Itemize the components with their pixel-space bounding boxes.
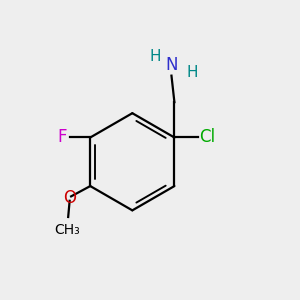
Text: N: N — [165, 56, 178, 74]
Text: CH₃: CH₃ — [54, 223, 80, 237]
Text: H: H — [186, 65, 198, 80]
Text: F: F — [57, 128, 67, 146]
Text: O: O — [63, 189, 76, 207]
Text: Cl: Cl — [200, 128, 216, 146]
Text: H: H — [149, 49, 161, 64]
